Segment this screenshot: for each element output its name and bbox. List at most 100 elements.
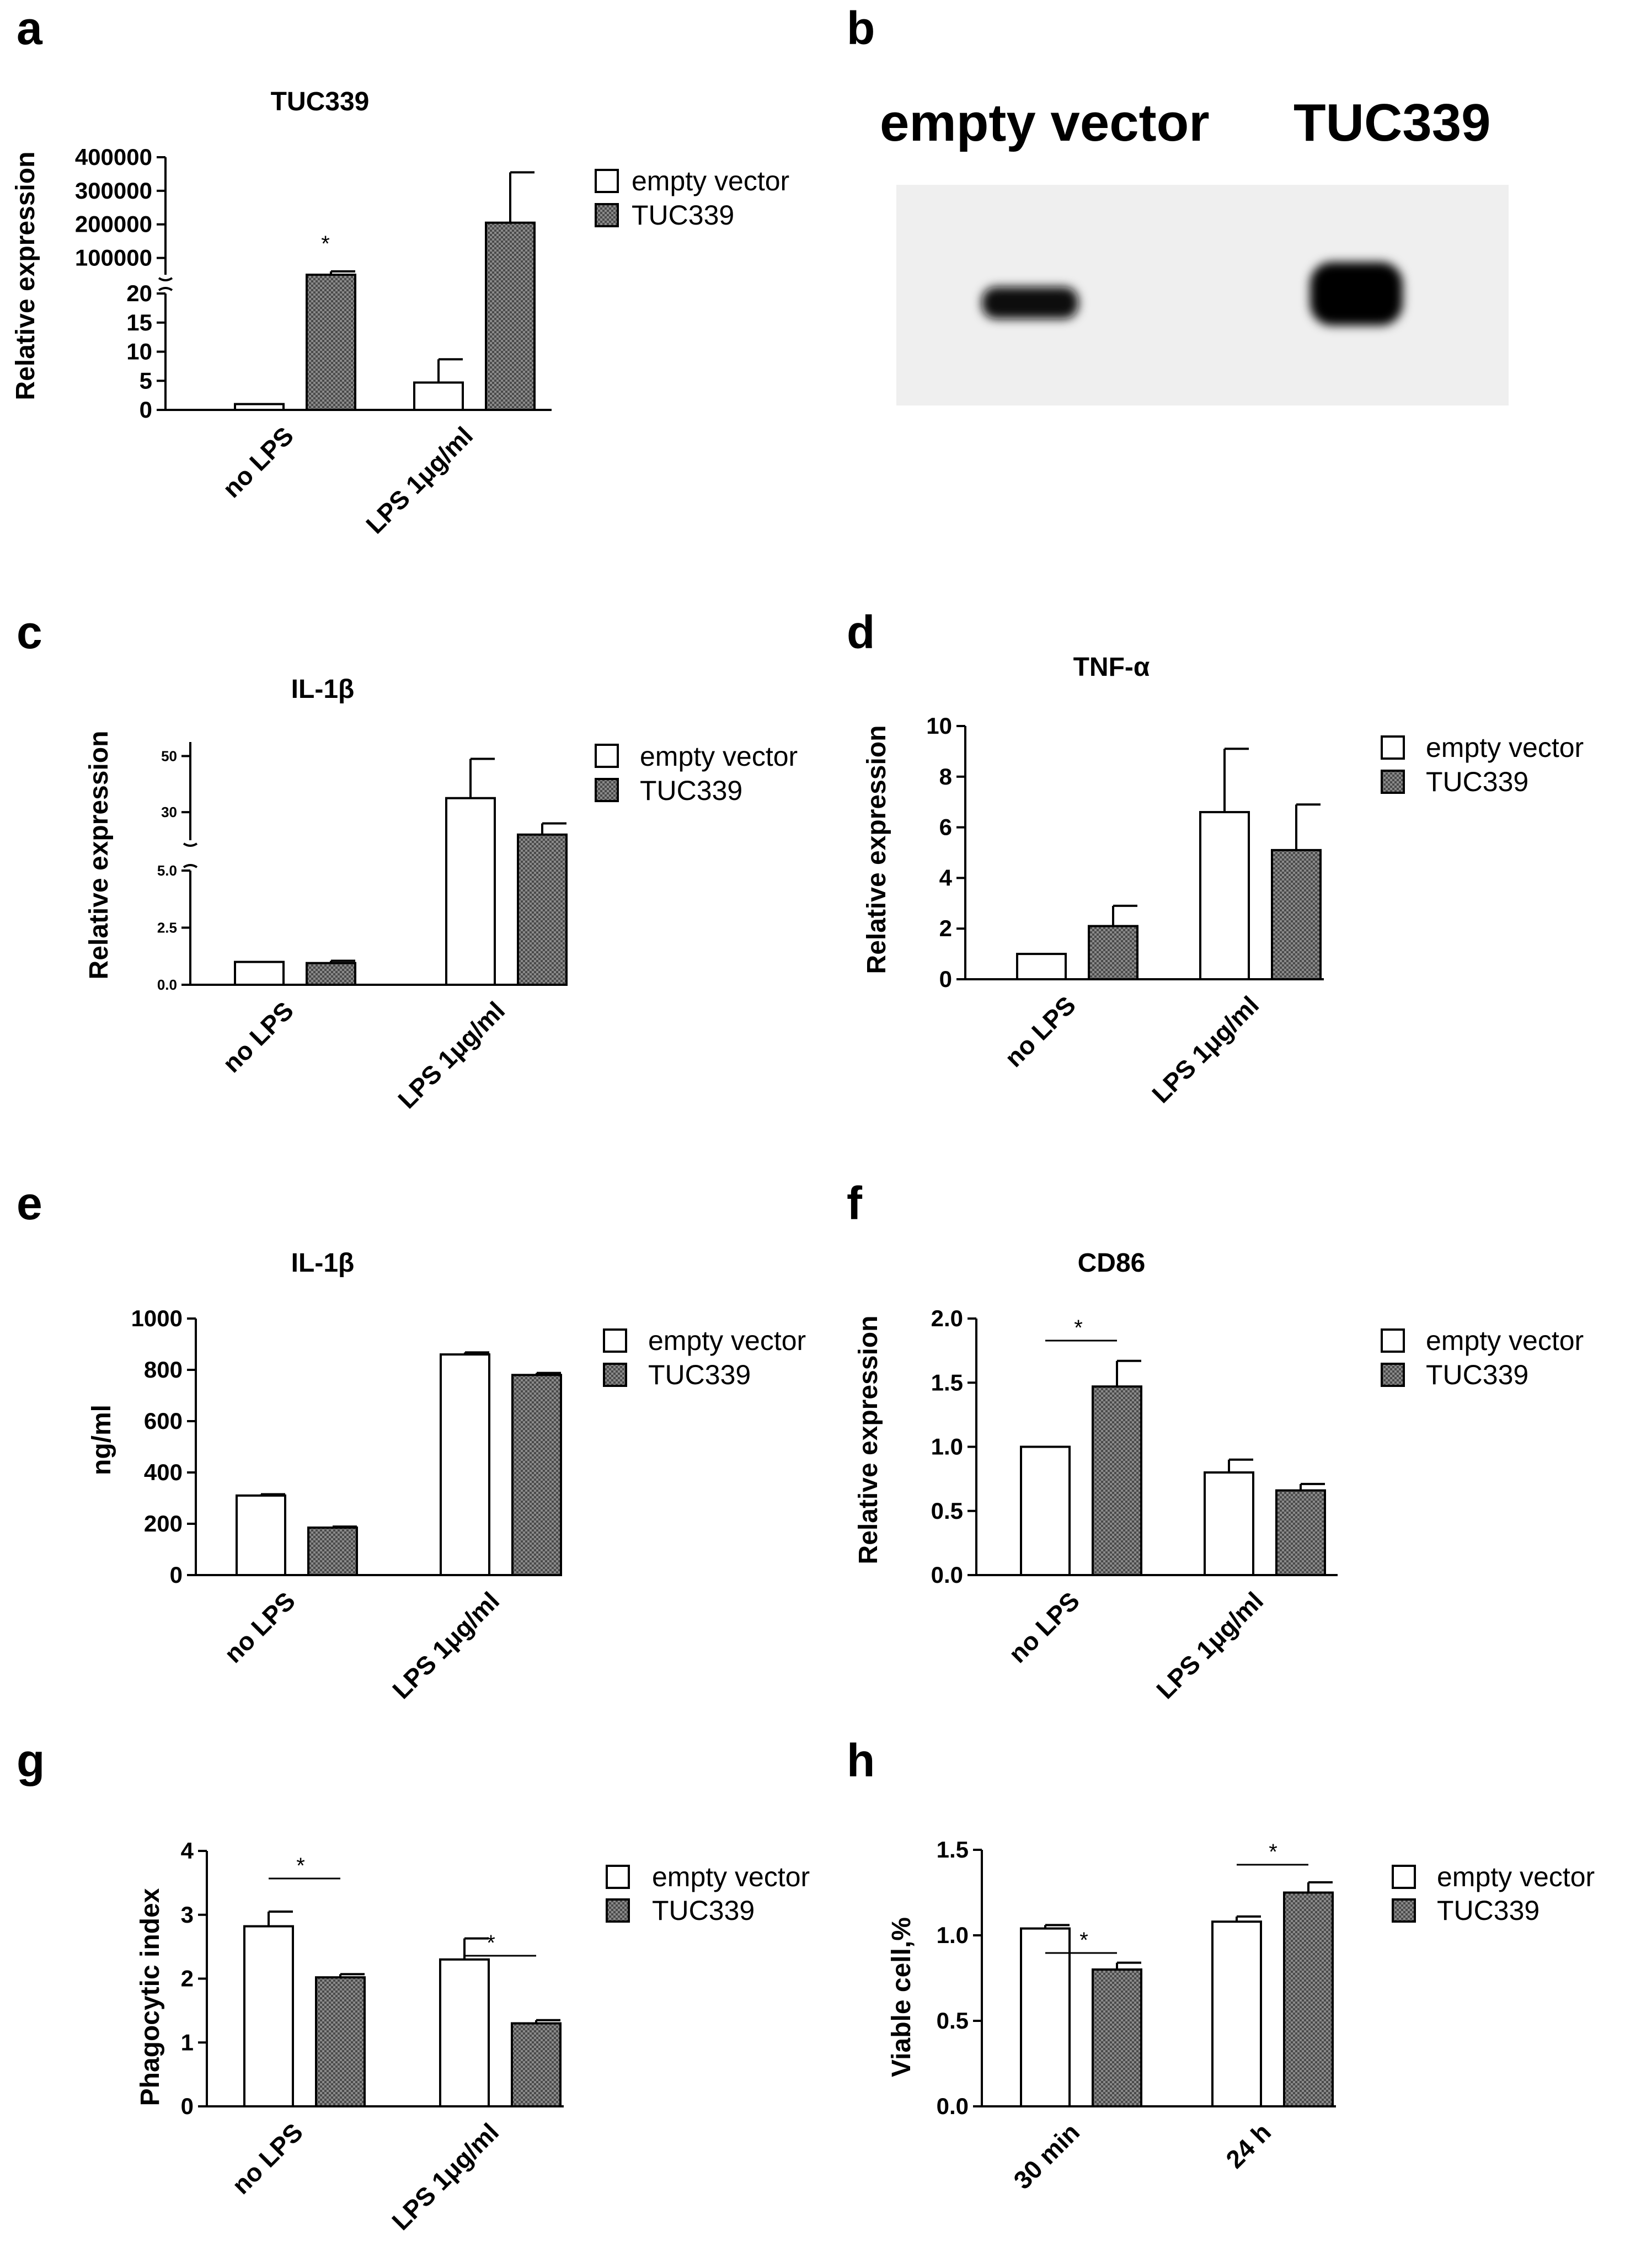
bar-d-tuc339-0 — [1088, 925, 1138, 980]
blot-band-empty-vector — [982, 287, 1078, 319]
legend-label-empty-vector: empty vector — [1426, 732, 1584, 763]
panel-d-ylabel: Relative expression — [862, 725, 891, 974]
panel-d-y-tick-label: 0 — [939, 966, 952, 992]
panel-a-y-tick-label: 300000 — [75, 178, 152, 204]
panel-h-y-tick-label: 0.5 — [937, 2008, 969, 2034]
panel-g-y-tick-label: 4 — [181, 1838, 194, 1864]
bar-a-empty-vector-1 — [413, 381, 464, 411]
bar-a-tuc339-1 — [485, 221, 536, 411]
bar-e-tuc339-0 — [307, 1526, 358, 1577]
bar-h-tuc339-1 — [1283, 1891, 1334, 2107]
panel-f-y-tick-label: 1.0 — [931, 1434, 963, 1460]
panel-c-title: IL-1β — [291, 675, 355, 704]
bar-f-tuc339-0 — [1092, 1385, 1142, 1577]
panel-f-y-tick-label: 1.5 — [931, 1369, 963, 1395]
panel-h-ylabel: Viable cell,% — [887, 1917, 916, 2077]
panel-d-legend: empty vector TUC339 — [1381, 732, 1584, 797]
panel-c-y-tick-label: 50 — [161, 748, 177, 764]
legend-swatch-empty-vector — [1392, 1865, 1416, 1889]
legend-label-tuc339: TUC339 — [1437, 1895, 1540, 1926]
bar-a-empty-vector-0 — [234, 403, 285, 412]
panel-f-y-tick-label: 2.0 — [931, 1305, 963, 1331]
legend-swatch-tuc339 — [606, 1898, 630, 1923]
bar-h-empty-vector-0 — [1020, 1927, 1071, 2108]
panel-h-category-label: 30 min — [1008, 2117, 1085, 2195]
panel-e-ylabel: ng/ml — [87, 1405, 116, 1475]
panel-e-y-tick-label: 0 — [170, 1562, 183, 1588]
legend-label-tuc339: TUC339 — [640, 775, 742, 806]
legend-swatch-empty-vector — [1381, 735, 1405, 760]
panel-h-significance-star-2: * — [1269, 1840, 1277, 1864]
panel-c-y-tick-label: 30 — [161, 804, 177, 820]
legend-swatch-empty-vector — [595, 169, 619, 193]
legend-swatch-empty-vector — [606, 1865, 630, 1889]
panel-e-y-tick-label: 1000 — [131, 1305, 183, 1331]
panel-e-y-tick-label: 800 — [144, 1357, 183, 1383]
panel-d-y-tick-label: 4 — [939, 864, 953, 890]
legend-swatch-tuc339 — [1381, 1363, 1405, 1387]
panel-h-significance-star-1: * — [1079, 1928, 1088, 1952]
bar-d-tuc339-1 — [1271, 849, 1322, 981]
legend-swatch-tuc339 — [1381, 770, 1405, 794]
panel-a-legend: empty vector TUC339 — [595, 166, 789, 231]
panel-d-y-tick-label: 8 — [939, 764, 952, 789]
panel-f-y-tick-label: 0.0 — [931, 1562, 963, 1588]
panel-a-category-label: LPS 1μg/ml — [360, 421, 478, 539]
panel-d-y-tick-label: 2 — [939, 915, 952, 941]
panel-a-y-tick-label: 400000 — [75, 144, 152, 170]
legend-label-empty-vector: empty vector — [1437, 1861, 1595, 1892]
blot-label-tuc339: TUC339 — [1293, 93, 1490, 152]
panel-c-category-label: no LPS — [217, 996, 299, 1078]
panel-e-title: IL-1β — [291, 1248, 355, 1278]
bar-e-empty-vector-0 — [236, 1494, 286, 1577]
panel-f-ylabel: Relative expression — [854, 1316, 883, 1565]
panel-letter-e: e — [17, 1177, 42, 1229]
legend-label-tuc339: TUC339 — [648, 1359, 751, 1390]
bar-g-empty-vector-0 — [243, 1925, 294, 2107]
legend-swatch-tuc339 — [1392, 1898, 1416, 1923]
panel-c-y-tick-label: 2.5 — [157, 920, 177, 936]
panel-f-legend: empty vector TUC339 — [1381, 1325, 1584, 1390]
panel-letter-h: h — [847, 1735, 875, 1786]
panel-f-significance-star: * — [1074, 1316, 1083, 1340]
bar-g-tuc339-1 — [511, 2022, 562, 2107]
bar-e-tuc339-1 — [511, 1374, 562, 1577]
panel-c-y-tick-label: 5.0 — [157, 862, 177, 879]
panel-a-y-tick-label: 200000 — [75, 211, 152, 237]
bar-h-tuc339-0 — [1092, 1968, 1142, 2107]
legend-label-empty-vector: empty vector — [648, 1325, 806, 1356]
legend-label-empty-vector: empty vector — [652, 1861, 810, 1892]
panel-c-axis-break-mark — [183, 842, 198, 847]
panel-g-significance-star-1: * — [296, 1854, 305, 1878]
panel-c-y-tick-label: 0.0 — [157, 976, 177, 993]
legend-label-tuc339: TUC339 — [1426, 1359, 1528, 1390]
panel-a-significance-star: * — [321, 232, 330, 256]
legend-swatch-empty-vector — [603, 1328, 627, 1353]
panel-g-significance-star-2: * — [487, 1931, 495, 1955]
panel-g-category-label: no LPS — [226, 2117, 308, 2200]
panel-letter-g: g — [17, 1735, 45, 1786]
panel-g-y-tick-label: 1 — [181, 2029, 194, 2055]
panel-a-y-tick-label: 100000 — [75, 245, 152, 271]
panel-d-category-label: LPS 1μg/ml — [1146, 990, 1264, 1108]
panel-g-legend: empty vector TUC339 — [606, 1861, 810, 1926]
bar-f-empty-vector-0 — [1020, 1445, 1071, 1576]
panel-a-title: TUC339 — [271, 87, 370, 116]
panel-a-ylabel: Relative expression — [11, 152, 40, 401]
panel-h-y-tick-label: 1.5 — [937, 1837, 969, 1863]
bar-c-empty-vector-0 — [234, 960, 285, 986]
panel-g-ylabel: Phagocytic index — [136, 1888, 165, 2106]
legend-label-empty-vector: empty vector — [640, 741, 798, 772]
panel-h-category-label: 24 h — [1220, 2117, 1276, 2174]
bar-f-tuc339-1 — [1275, 1489, 1326, 1577]
panel-a-y-tick-label: 20 — [126, 280, 152, 306]
bar-d-empty-vector-0 — [1016, 953, 1067, 980]
bar-d-empty-vector-1 — [1199, 811, 1250, 981]
panel-g-category-label: LPS 1μg/ml — [386, 2117, 504, 2235]
bar-f-empty-vector-1 — [1204, 1471, 1254, 1576]
bar-a-tuc339-0 — [306, 274, 356, 411]
panel-a-category-label: no LPS — [217, 421, 299, 503]
legend-swatch-empty-vector — [1381, 1328, 1405, 1353]
panel-h-y-tick-label: 1.0 — [937, 1922, 969, 1948]
panel-d-title: TNF-α — [1073, 653, 1150, 682]
